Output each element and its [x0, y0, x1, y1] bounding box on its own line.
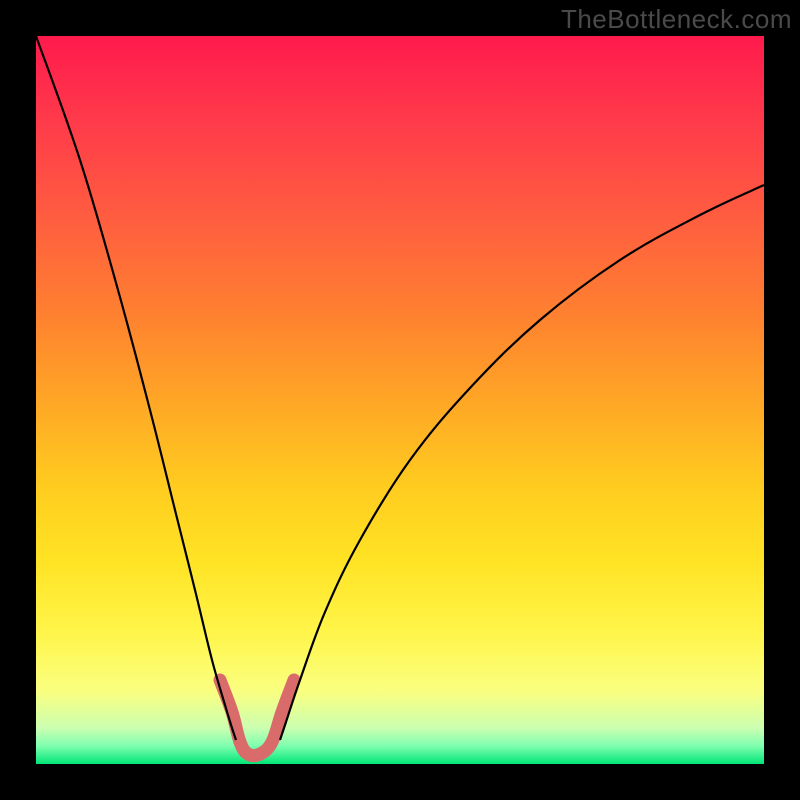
gradient-background	[36, 36, 764, 764]
watermark-text: TheBottleneck.com	[561, 4, 792, 35]
chart-svg	[0, 0, 800, 800]
